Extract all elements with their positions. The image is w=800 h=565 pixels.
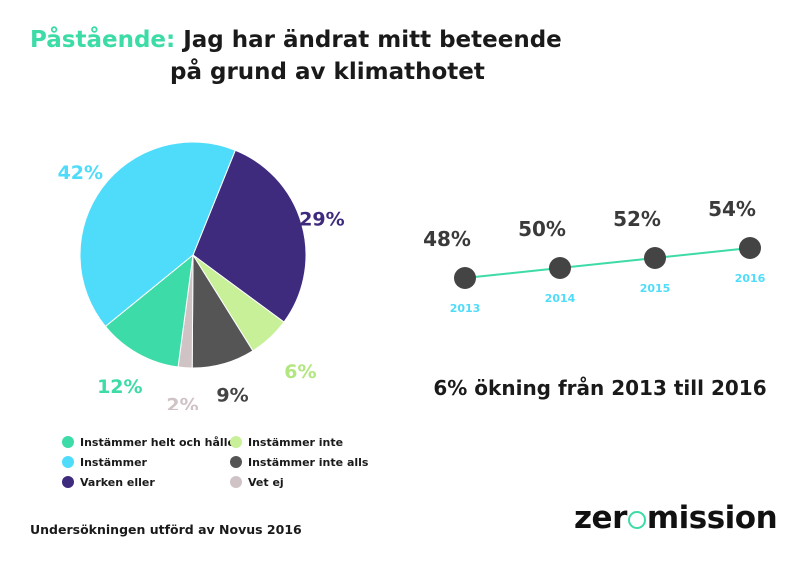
legend-label: Varken eller [80,475,155,489]
pie-label-inst-mmer: 42% [58,162,103,184]
pie-label-vet-ej: 2% [166,395,198,410]
title-line-2: på grund av klimathotet [170,59,485,85]
legend-label: Instämmer inte alls [248,455,369,469]
legend-item-varken-eller: Varken eller [62,474,230,490]
trend-year-label-2014: 2014 [545,292,576,305]
trend-point-2016 [739,237,761,259]
pie-label-inst-mmer-inte: 6% [284,361,316,383]
pie-slice-inst-mmer [79,141,236,328]
legend-label: Vet ej [248,475,284,489]
pie-slice-inst-mmer-helt-och-h-llet [104,253,194,368]
pie-label-inst-mmer-helt-och-h-llet: 12% [97,376,142,398]
legend-label: Instämmer inte [248,435,344,449]
trend-year-label-2015: 2015 [640,282,671,295]
logo-o-icon [627,511,646,529]
trend-year-label-2013: 2013 [450,302,481,315]
legend-swatch [230,476,242,488]
legend-item-inst-mmer-helt-och-h-llet: Instämmer helt och hållet [62,434,240,450]
zeromission-logo: zer mission [574,500,778,536]
legend-swatch [62,476,74,488]
legend-item-inst-mmer-inte: Instämmer inte [230,434,400,450]
title-line-1: Jag har ändrat mitt beteende [183,27,562,53]
legend-label: Instämmer helt och hållet [80,435,241,449]
legend: Instämmer helt och hållet Instämmer inte I… [62,434,400,490]
legend-swatch [62,436,74,448]
trend-line-chart: 48% 2013 50% 2014 52% 2015 54% 2016 [423,197,766,315]
trend-point-2014 [549,257,571,279]
summary-text: 6% ökning från 2013 till 2016 [433,376,767,400]
pie-slice-varken-eller [192,149,307,323]
legend-swatch [230,436,242,448]
pie-label-varken-eller: 29% [299,209,344,231]
chart-title: Påstående: Jag har ändrat mitt beteende … [30,24,590,88]
pie-chart: 29% 6% 9% 2% 12% 42% [58,141,345,410]
legend-item-inst-mmer: Instämmer [62,454,230,470]
trend-line [464,247,751,279]
legend-swatch [62,456,74,468]
footer-source: Undersökningen utförd av Novus 2016 [30,522,302,537]
trend-year-label-2016: 2016 [735,272,766,285]
trend-value-label-2013: 48% [423,227,471,251]
legend-item-vet-ej: Vet ej [230,474,400,490]
trend-point-2013 [454,267,476,289]
trend-value-label-2016: 54% [708,197,756,221]
logo-text-end: mission [646,500,778,536]
trend-value-label-2015: 52% [613,207,661,231]
logo-text-start: zer [574,500,627,536]
pie-label-inst-mmer-inte-alls: 9% [216,385,248,407]
legend-item-inst-mmer-inte-alls: Instämmer inte alls [230,454,400,470]
legend-label: Instämmer [80,455,147,469]
trend-point-2015 [644,247,666,269]
title-lead: Påstående: [30,27,176,53]
trend-value-label-2014: 50% [518,217,566,241]
legend-swatch [230,456,242,468]
